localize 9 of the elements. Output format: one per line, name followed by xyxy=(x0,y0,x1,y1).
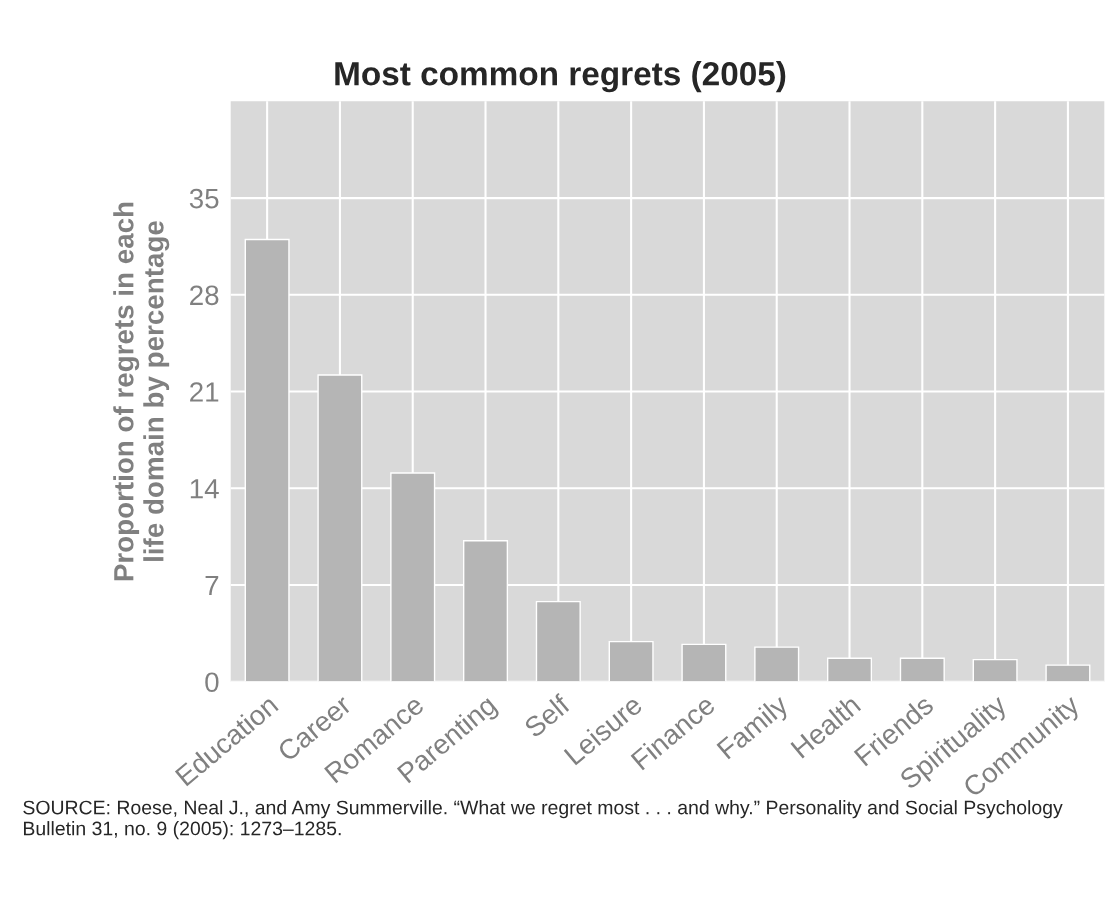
source-note: SOURCE: Roese, Neal J., and Amy Summerville. “What we regret most . . . and why.” Personality and Social Psychology Bulletin 31, no. 9 (2005): 1273–1285. xyxy=(23,800,1063,840)
y-tick-label: 7 xyxy=(205,575,219,596)
y-axis-title: Proportion of regrets in each life domain by percentage xyxy=(113,202,170,581)
y-tick-label: 0 xyxy=(205,672,219,693)
y-tick-label: 21 xyxy=(190,382,219,402)
y-tick-label: 35 xyxy=(189,188,219,209)
y-tick-label: 28 xyxy=(190,285,219,306)
chart-title: Most common regrets (2005) xyxy=(335,61,786,93)
y-tick-label: 14 xyxy=(190,479,219,499)
